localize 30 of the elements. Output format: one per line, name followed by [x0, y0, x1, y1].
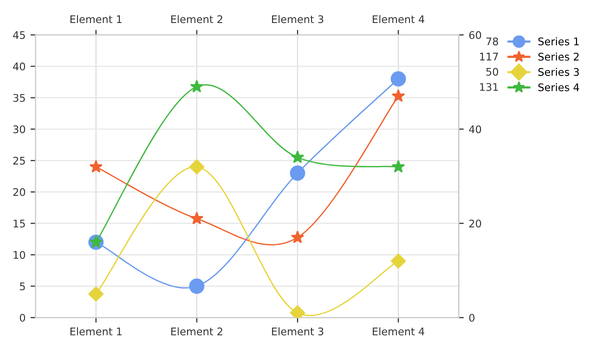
y-tick-label: 0: [20, 314, 26, 322]
y-tick-label: 20: [13, 188, 26, 196]
y2-tick-label: 20: [469, 220, 482, 228]
legend-label: Series 1: [538, 37, 579, 46]
y2-tick-label: 40: [469, 125, 482, 134]
legend-label: Series 4: [538, 83, 580, 92]
text: 50: [486, 68, 498, 76]
legend-label: Series 3: [538, 68, 579, 76]
category-label: Element 4: [372, 15, 424, 24]
text: 117: [480, 52, 498, 60]
y-tick-label: 35: [13, 94, 25, 102]
x-tick-label: Element 1: [70, 327, 122, 336]
y-tick-label: 30: [13, 125, 26, 134]
y-tick-label: 40: [13, 62, 26, 70]
legend-label: Series 2: [538, 52, 579, 61]
y-tick-label: 45: [13, 31, 25, 40]
x-tick-label: Element 3: [272, 327, 324, 336]
y2-tick-label: 0: [469, 314, 474, 322]
y-tick-label: 15: [14, 220, 25, 228]
text: 78: [486, 37, 498, 46]
x-tick-label: Element 2: [171, 327, 222, 336]
y2-tick-label: 60: [469, 31, 482, 40]
y-tick-label: 10: [14, 250, 26, 259]
category-label: Element 1: [70, 15, 122, 24]
text: 131: [480, 83, 498, 91]
y-tick-label: 5: [20, 282, 25, 290]
category-label: Element 3: [272, 15, 324, 24]
category-label: Element 2: [171, 15, 222, 24]
y-tick-label: 25: [13, 156, 25, 165]
x-tick-label: Element 4: [372, 327, 424, 336]
